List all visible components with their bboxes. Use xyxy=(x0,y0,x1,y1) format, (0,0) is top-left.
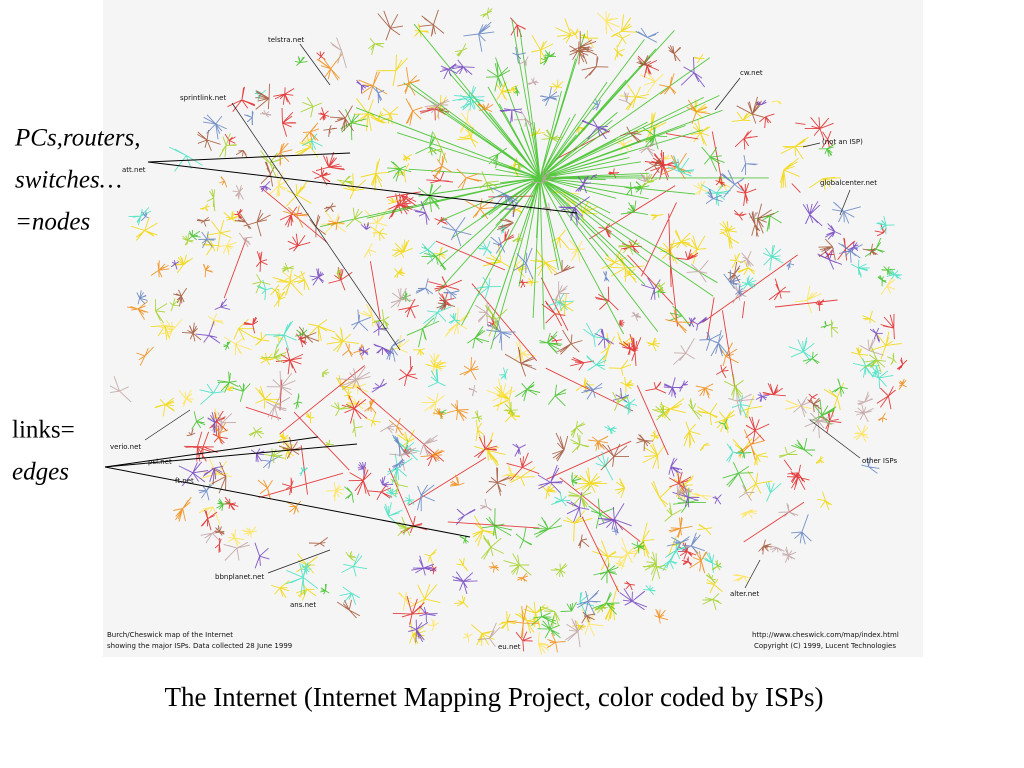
pointer-line xyxy=(147,161,578,214)
isp-label: other ISPs xyxy=(862,457,897,465)
label-leaders xyxy=(144,43,861,589)
leader xyxy=(144,409,191,441)
annotation-lines xyxy=(104,152,578,538)
network-links xyxy=(170,57,883,643)
isp-label: psi.net xyxy=(148,458,172,466)
network-links xyxy=(184,17,908,652)
leader xyxy=(744,559,761,589)
credit: Copyright (C) 1999, Lucent Technologies xyxy=(754,642,896,650)
isp-label: telstra.net xyxy=(268,36,305,44)
pointer-line xyxy=(104,436,319,468)
isp-label: cw.net xyxy=(740,69,763,77)
credit: Burch/Cheswick map of the Internet xyxy=(107,631,233,639)
annotation: links= xyxy=(12,417,75,444)
leader xyxy=(809,419,861,459)
isp-label: globalcenter.net xyxy=(820,179,877,187)
network-links xyxy=(128,85,903,616)
leader xyxy=(267,549,331,574)
network-links xyxy=(136,21,880,618)
credit: showing the major ISPs. Data collected 2… xyxy=(107,642,292,650)
annotation: =nodes xyxy=(15,209,90,236)
isp-label: att.net xyxy=(122,166,146,174)
network-map xyxy=(109,7,908,655)
isp-label: verio.net xyxy=(110,443,141,451)
annotation: PCs,routers, xyxy=(14,125,140,152)
isp-label: ft.net xyxy=(175,477,194,485)
isp-label: (not an ISP) xyxy=(822,138,863,146)
leader xyxy=(802,142,821,148)
network-links xyxy=(173,9,878,624)
leader xyxy=(839,189,851,216)
pointer-line xyxy=(147,152,351,163)
network-links xyxy=(154,7,897,628)
caption: The Internet (Internet Mapping Project, … xyxy=(164,682,823,712)
pointer-line xyxy=(104,443,358,468)
annotation: switches… xyxy=(15,167,122,194)
isp-label: bbnplanet.net xyxy=(215,573,264,581)
isp-label: eu.net xyxy=(498,643,521,651)
leader xyxy=(714,77,741,111)
credit: http://www.cheswick.com/map/index.html xyxy=(752,631,899,639)
isp-label: ans.net xyxy=(290,601,316,609)
leader xyxy=(299,43,331,86)
network-links xyxy=(188,19,896,639)
isp-label: sprintlink.net xyxy=(180,94,226,102)
network-links xyxy=(127,53,907,653)
isp-label: alter.net xyxy=(730,590,759,598)
pointer-line xyxy=(104,466,471,538)
network-links xyxy=(158,11,896,655)
leader xyxy=(231,102,401,351)
annotation: edges xyxy=(12,459,69,486)
